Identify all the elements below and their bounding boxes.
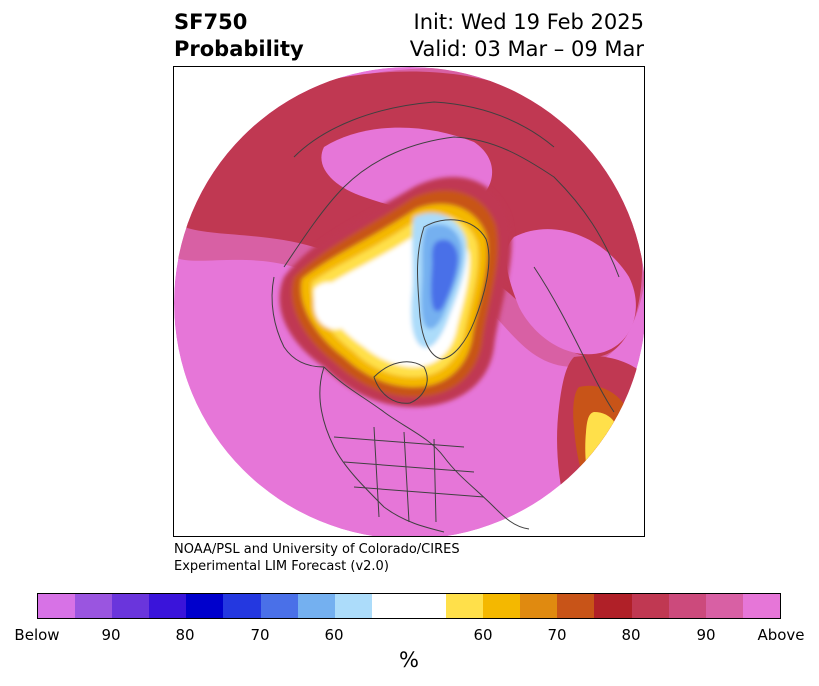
colorbar-segment <box>594 594 632 618</box>
field-center-anomaly <box>279 177 512 407</box>
field-neutral-west <box>314 282 355 330</box>
colorbar-tick-label: 80 <box>621 626 641 644</box>
probability-map-svg <box>174 67 644 536</box>
colorbar-tick-label: 60 <box>473 626 493 644</box>
field-yellow-south <box>585 412 620 497</box>
coastlines <box>271 101 620 533</box>
polar-map <box>173 66 645 537</box>
coast-alaska <box>271 276 325 368</box>
forecast-field <box>174 67 644 536</box>
coast-siberia <box>293 101 555 158</box>
colorbar-tick-label: 70 <box>250 626 270 644</box>
colorbar-segment <box>75 594 113 618</box>
colorbar-tick-label: 80 <box>175 626 195 644</box>
map-title: SF750 <box>174 10 248 34</box>
colorbar-tick-label: 90 <box>101 626 121 644</box>
colorbar-segment <box>260 594 298 618</box>
colorbar-tick-label: 70 <box>547 626 567 644</box>
coast-europe <box>533 266 615 413</box>
colorbar-tick-label: Above <box>757 626 805 644</box>
colorbar-segment <box>186 594 224 618</box>
colorbar-segment <box>371 594 409 618</box>
credit-line-1: NOAA/PSL and University of Colorado/CIRE… <box>174 542 460 557</box>
us-borders <box>333 426 485 523</box>
colorbar-unit: % <box>399 648 419 672</box>
colorbar-segment <box>483 594 521 618</box>
colorbar-segment <box>557 594 595 618</box>
colorbar-tick-label: 90 <box>696 626 716 644</box>
colorbar <box>37 593 781 619</box>
colorbar-segment <box>223 594 261 618</box>
init-date: Init: Wed 19 Feb 2025 <box>413 10 644 34</box>
colorbar-tick-label: Below <box>14 626 60 644</box>
colorbar-segment <box>631 594 669 618</box>
colorbar-segment <box>742 594 780 618</box>
coast-hudson-bay <box>373 361 428 404</box>
colorbar-segment <box>705 594 743 618</box>
field-below-70 <box>431 239 458 312</box>
colorbar-segment <box>149 594 187 618</box>
colorbar-segment <box>112 594 150 618</box>
coast-north-america <box>319 366 530 533</box>
colorbar-segment <box>297 594 335 618</box>
colorbar-segment <box>38 594 76 618</box>
colorbar-segment <box>334 594 372 618</box>
credit-line-2: Experimental LIM Forecast (v2.0) <box>174 559 389 574</box>
colorbar-segment <box>408 594 447 618</box>
valid-range: Valid: 03 Mar – 09 Mar <box>409 37 644 61</box>
coast-greenland <box>417 219 490 360</box>
colorbar-tick-label: 60 <box>324 626 344 644</box>
field-pink-core-east <box>506 229 636 355</box>
coast-eurasia <box>283 136 620 278</box>
colorbar-segment <box>520 594 558 618</box>
field-orange-south <box>573 385 629 507</box>
colorbar-segment <box>446 594 484 618</box>
map-subtitle: Probability <box>174 37 304 61</box>
colorbar-segment <box>668 594 706 618</box>
